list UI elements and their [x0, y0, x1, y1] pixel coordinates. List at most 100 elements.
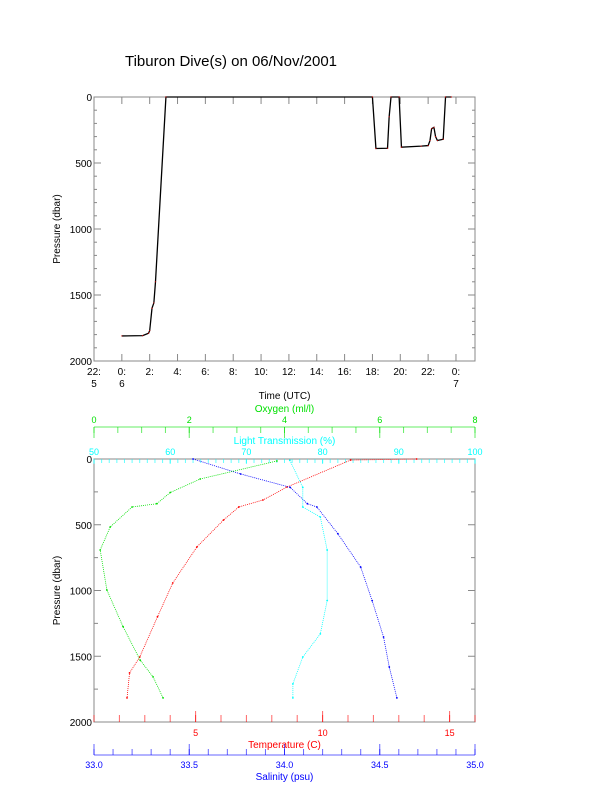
data-point: [398, 96, 400, 98]
y-axis-label: Pressure (dbar): [52, 194, 63, 263]
oxygen-point: [131, 506, 134, 508]
data-point: [121, 335, 123, 337]
transmission-point: [301, 486, 304, 489]
transmission-point: [291, 697, 294, 699]
salinity-profile: [192, 458, 398, 699]
salinity-tick-label: 35.0: [466, 760, 484, 770]
transmission-point: [291, 682, 294, 685]
salinity-axis-label: Salinity (psu): [256, 772, 314, 783]
temperature-point: [195, 546, 198, 548]
data-point: [371, 96, 374, 98]
x-tick-label: 8:: [229, 367, 237, 378]
temperature-point: [138, 656, 141, 658]
oxygen-point: [105, 589, 108, 591]
transmission-point: [288, 459, 291, 462]
data-point: [431, 128, 433, 130]
salinity-tick-label: 33.5: [180, 760, 198, 770]
data-point: [434, 136, 437, 138]
x-axis-label: Time (UTC): [259, 391, 311, 402]
oxygen-point: [155, 502, 158, 505]
transmission-tick-label: 100: [467, 447, 482, 457]
y-tick-label: 1000: [70, 587, 93, 598]
transmission-tick-label: 70: [241, 447, 251, 457]
x-tick-label: 0:: [118, 367, 126, 378]
oxygen-tick-label: 0: [91, 415, 96, 425]
salinity-tick-label: 34.5: [371, 760, 389, 770]
x-tick-label: 16:: [338, 367, 352, 378]
temperature-point: [126, 697, 128, 699]
transmission-point: [319, 632, 322, 635]
temperature-point: [262, 499, 264, 501]
transmission-tick-label: 50: [89, 447, 99, 457]
x-tick-label-day: 7: [453, 379, 459, 390]
data-point: [388, 116, 390, 118]
oxygen-tick-label: 6: [377, 415, 382, 425]
data-point: [147, 332, 150, 334]
data-point: [450, 96, 452, 98]
data-point: [165, 96, 167, 98]
oxygen-point: [152, 675, 154, 678]
oxygen-point: [199, 478, 202, 480]
temperature-point: [415, 458, 418, 460]
y-tick-label: 1000: [70, 225, 93, 236]
salinity-point: [395, 697, 398, 699]
x-tick-label: 20:: [393, 367, 407, 378]
data-point: [153, 302, 155, 304]
data-point: [400, 146, 403, 148]
x-tick-label: 18:: [365, 367, 379, 378]
temperature-point: [349, 459, 352, 461]
transmission-point: [319, 516, 322, 518]
oxygen-tick-label: 8: [472, 415, 477, 425]
x-tick-label: 4:: [173, 367, 181, 378]
oxygen-profile: [99, 460, 277, 699]
x-tick-label: 0:: [452, 367, 460, 378]
transmission-tick-label: 60: [165, 447, 175, 457]
y-tick-label: 0: [86, 93, 92, 104]
data-point: [375, 147, 377, 150]
salinity-point: [371, 599, 374, 602]
x-tick-label-day: 5: [91, 379, 97, 390]
transmission-profile: [289, 460, 328, 698]
data-point: [420, 145, 422, 147]
oxygen-point: [122, 625, 124, 628]
plot-frame: [93, 458, 476, 723]
transmission-axis-label: Light Transmission (%): [234, 436, 336, 447]
chart-title: Tiburon Dive(s) on 06/Nov/2001: [125, 53, 337, 70]
oxygen-point: [139, 659, 142, 662]
salinity-point: [306, 502, 309, 505]
x-tick-label: 22:: [421, 367, 435, 378]
temperature-profile: [126, 458, 417, 698]
data-point: [390, 96, 392, 98]
temperature-point: [237, 506, 240, 508]
data-point: [386, 147, 389, 149]
x-tick-label: 22:: [87, 367, 101, 378]
temperature-tick-label: 5: [193, 728, 198, 738]
data-point: [142, 335, 144, 337]
y-tick-label: 500: [75, 521, 92, 532]
salinity-point: [382, 636, 385, 638]
oxygen-point: [99, 549, 102, 551]
salinity-point: [336, 532, 339, 535]
oxygen-point: [275, 460, 278, 462]
data-point: [442, 138, 444, 140]
y-tick-label: 500: [75, 159, 92, 170]
salinity-point: [315, 506, 318, 508]
data-point: [151, 307, 153, 309]
transmission-tick-label: 80: [318, 447, 328, 457]
pressure-trace: [121, 96, 452, 337]
salinity-tick-label: 34.0: [276, 760, 294, 770]
temperature-tick-label: 15: [445, 728, 455, 738]
transmission-tick-label: 90: [394, 447, 404, 457]
data-point: [427, 144, 429, 147]
y-tick-label: 1500: [70, 652, 93, 663]
data-point: [436, 139, 439, 142]
temperature-point: [128, 672, 131, 674]
x-tick-label: 6:: [201, 367, 209, 378]
salinity-point: [289, 486, 292, 489]
oxygen-axis-label: Oxygen (ml/l): [255, 404, 314, 415]
salinity-point: [239, 473, 242, 475]
transmission-point: [326, 599, 329, 602]
y-axis-label: Pressure (dbar): [52, 556, 63, 625]
y-tick-label: 1500: [70, 291, 93, 302]
